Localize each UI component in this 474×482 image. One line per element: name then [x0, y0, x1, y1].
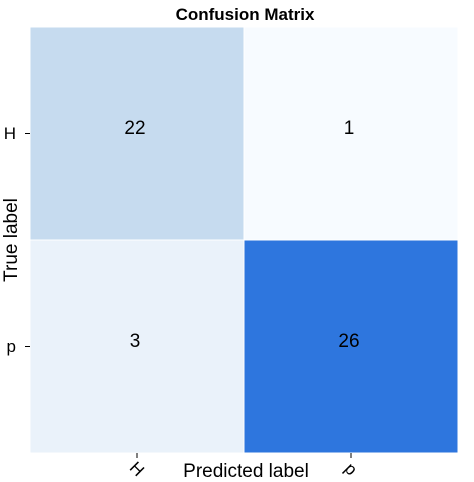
heatmap-cell-p-H [29, 239, 245, 454]
x-tick-label-p: p [341, 459, 361, 479]
cell-value-H-p: 1 [344, 118, 355, 139]
x-tick-label-H: H [126, 458, 148, 480]
heatmap-cell-H-H [29, 26, 245, 241]
heatmap-cell-H-p [243, 26, 459, 241]
heatmap-cell-p-p [243, 239, 459, 454]
chart-title: Confusion Matrix [176, 5, 315, 24]
y-axis-label: True label [1, 198, 22, 282]
cell-value-H-H: 22 [124, 118, 145, 139]
y-tick-label-H: H [4, 124, 16, 143]
heatmap-cells [29, 26, 459, 454]
plot-frame [29, 26, 459, 454]
cell-value-labels: 22 1 3 26 [124, 118, 359, 352]
x-axis-label: Predicted label [183, 461, 309, 482]
y-ticks: Hp [4, 124, 30, 356]
cell-value-p-H: 3 [130, 331, 141, 352]
y-tick-label-p: p [7, 337, 16, 356]
cell-value-p-p: 26 [338, 331, 359, 352]
